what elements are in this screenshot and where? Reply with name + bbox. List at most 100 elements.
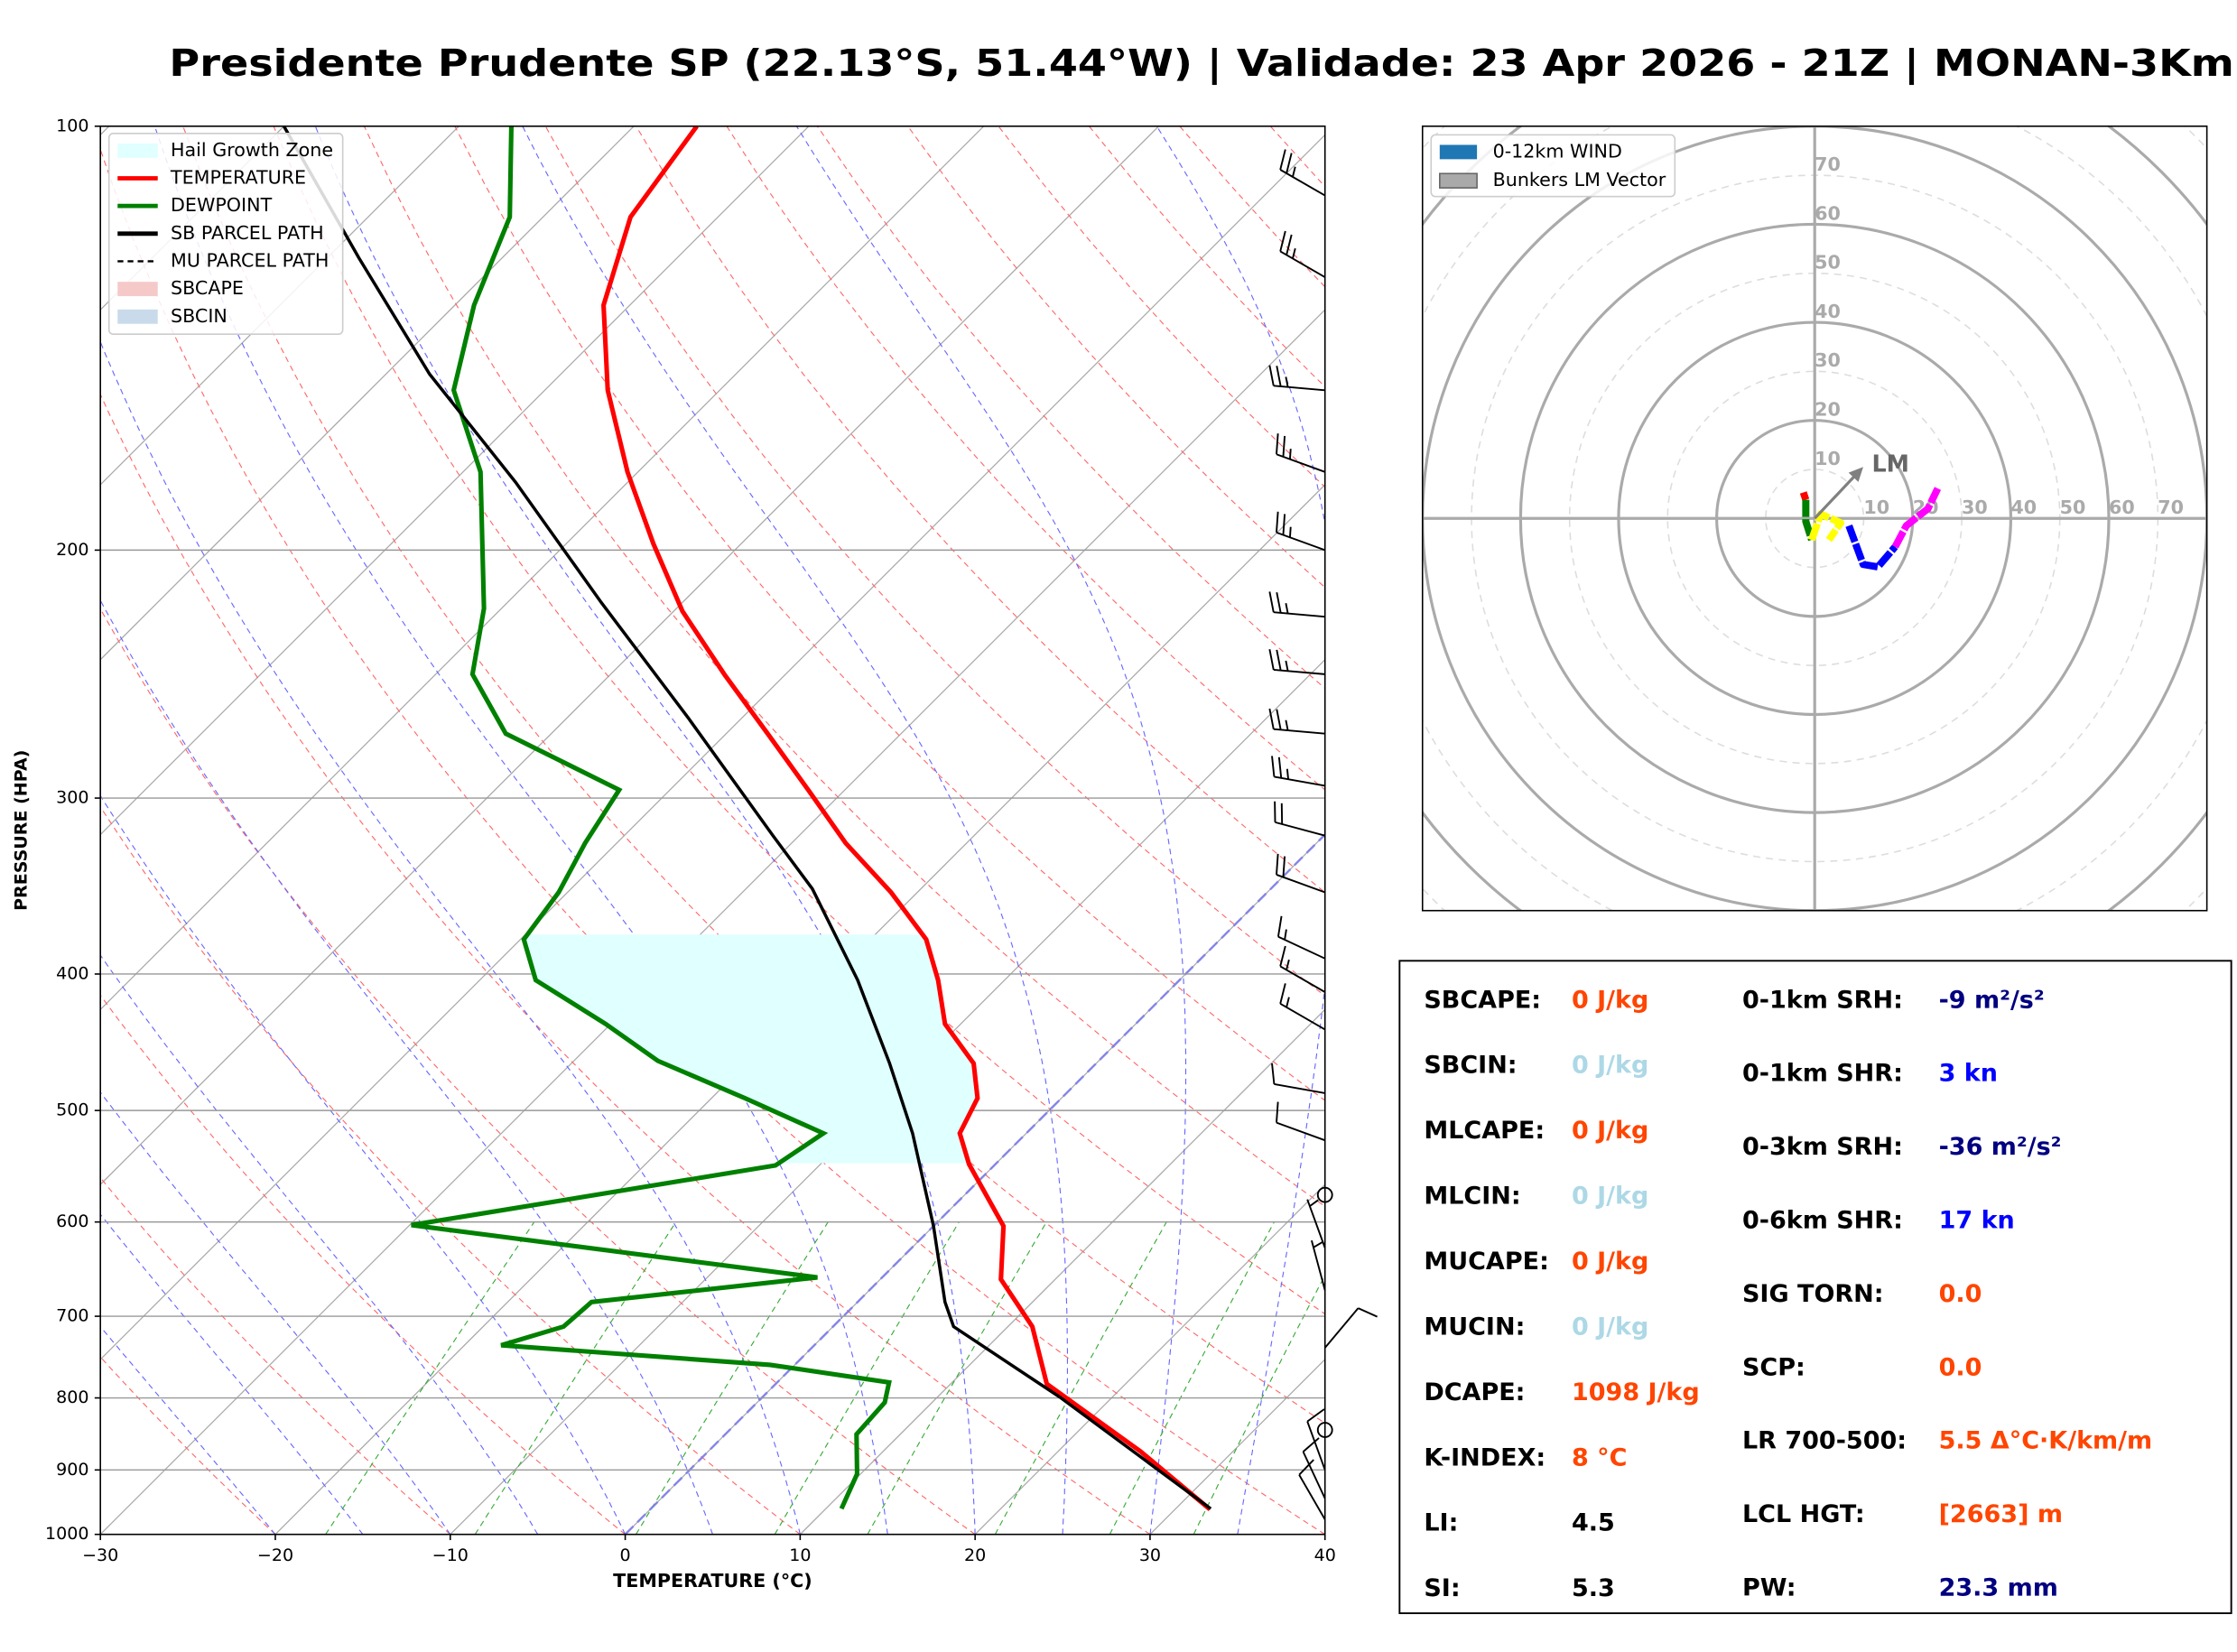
ring-label: 10 — [1863, 497, 1889, 518]
dry-adiabat — [454, 125, 1325, 1101]
isotherm — [100, 125, 284, 311]
isotherm — [974, 1183, 1325, 1535]
barb-full — [1276, 511, 1279, 533]
wind-barb — [1276, 915, 1326, 960]
y-tick-label: 200 — [56, 540, 88, 560]
barb-full — [1276, 591, 1282, 614]
ring-label: 30 — [1962, 497, 1988, 518]
isotherm — [450, 658, 1325, 1535]
index-value: 0 J/kg — [1572, 1313, 1648, 1341]
wind-barb — [1271, 756, 1325, 787]
lm-label: LM — [1871, 450, 1908, 478]
legend-box — [107, 132, 344, 335]
index-value: 5.5 Δ°C·K/km/m — [1939, 1427, 2153, 1455]
x-tick-label: −20 — [257, 1545, 293, 1565]
index-label: MLCAPE: — [1424, 1117, 1545, 1145]
wind-barb — [1279, 983, 1326, 1031]
moist-adiabat — [522, 125, 1069, 1535]
background-lines — [100, 125, 2237, 1535]
barb-full — [1277, 756, 1283, 778]
barb-full — [1268, 365, 1275, 386]
ring-label: 20 — [1815, 399, 1841, 421]
legend-swatch — [1439, 172, 1478, 189]
isotherm — [274, 484, 1325, 1535]
barb-staff — [1276, 531, 1326, 552]
index-label: MUCAPE: — [1424, 1248, 1549, 1276]
hodograph-trace — [1808, 510, 1844, 543]
barb-full — [1302, 1437, 1320, 1452]
isotherm — [100, 125, 985, 1011]
wind-barb — [1324, 1307, 1378, 1349]
barb-full — [1268, 591, 1275, 613]
index-value: 4.5 — [1572, 1509, 1615, 1537]
wind-barb — [1268, 591, 1325, 618]
profile-line — [282, 125, 1212, 1510]
moist-adiabat — [100, 340, 801, 1535]
x-tick-label: −10 — [432, 1545, 469, 1565]
wind-barb — [1276, 511, 1326, 552]
index-label: DCAPE: — [1424, 1378, 1525, 1406]
legend-label: MU PARCEL PATH — [171, 249, 329, 271]
wind-barb — [1268, 708, 1325, 735]
y-tick-label: 300 — [56, 788, 88, 808]
barb-staff — [1279, 965, 1326, 993]
wind-barb — [1268, 649, 1325, 675]
index-value: 17 kn — [1939, 1207, 2015, 1235]
isotherm — [100, 125, 810, 836]
plot-frame — [99, 125, 1326, 1536]
isotherm — [799, 1008, 1325, 1535]
barb-half — [1286, 997, 1290, 1008]
ring-label: 40 — [2010, 497, 2037, 518]
moist-adiabat — [100, 1213, 364, 1535]
index-label: PW: — [1742, 1574, 1796, 1602]
legend-label: SB PARCEL PATH — [171, 222, 324, 244]
index-value: 23.3 mm — [1939, 1574, 2058, 1602]
lm-arrowhead — [1848, 467, 1863, 482]
dry-adiabat — [1633, 126, 2237, 1535]
barb-full — [1306, 1408, 1325, 1423]
barb-half — [1285, 660, 1289, 672]
y-tick-label: 100 — [56, 116, 88, 135]
wind-barb — [1276, 853, 1326, 894]
barb-full — [1276, 709, 1282, 730]
barb-full — [1298, 1459, 1314, 1476]
barb-half — [1286, 768, 1290, 780]
barb-full — [1276, 915, 1283, 937]
x-tick-label: −30 — [82, 1545, 118, 1565]
barb-half — [1285, 603, 1289, 614]
index-label: LR 700-500: — [1742, 1427, 1907, 1455]
barb-full — [1276, 1101, 1279, 1123]
barb-half — [1288, 449, 1292, 459]
y-axis-label: PRESSURE (HPA) — [11, 750, 31, 911]
barb-staff — [1311, 1239, 1326, 1291]
moist-adiabat — [153, 125, 888, 1535]
moist-adiabat — [100, 1325, 276, 1535]
barb-staff — [1274, 775, 1325, 787]
y-tick-label: 500 — [56, 1100, 88, 1120]
barb-full — [1279, 230, 1286, 252]
barb-full — [1276, 366, 1282, 387]
mixing-ratio-line — [1109, 1221, 1275, 1535]
index-label: 0-6km SHR: — [1742, 1207, 1903, 1235]
page-title: Presidente Prudente SP (22.13°S, 51.44°W… — [169, 42, 2233, 86]
barb-full — [1358, 1307, 1378, 1318]
index-value: -36 m²/s² — [1939, 1133, 2062, 1161]
isotherm — [100, 125, 459, 486]
barb-staff — [1298, 1474, 1326, 1520]
hodograph-trace — [1891, 487, 1942, 549]
barb-half — [1285, 719, 1289, 731]
hodograph-trace — [1845, 524, 1898, 571]
index-value: 0.0 — [1939, 1280, 1982, 1308]
index-label: 0-1km SHR: — [1742, 1060, 1903, 1088]
index-label: SI: — [1424, 1574, 1460, 1602]
barb-staff — [1274, 1083, 1325, 1094]
wind-barb — [1276, 433, 1326, 473]
barb-staff — [1279, 169, 1326, 197]
legend-label: Hail Growth Zone — [171, 139, 333, 161]
barb-staff — [1276, 453, 1326, 473]
x-tick-label: 0 — [620, 1545, 631, 1565]
index-label: 0-3km SRH: — [1742, 1133, 1903, 1161]
barb-full — [1276, 649, 1282, 671]
x-tick-label: 40 — [1314, 1545, 1336, 1565]
hail-growth-zone — [524, 934, 978, 1164]
